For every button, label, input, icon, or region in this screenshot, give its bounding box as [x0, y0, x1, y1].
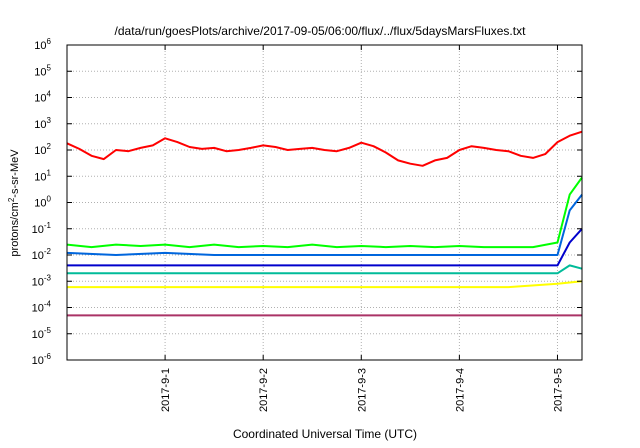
y-tick-label: 10-6	[32, 352, 52, 367]
x-tick-label: 2017-9-1	[160, 368, 172, 412]
y-tick-label: 106	[34, 37, 51, 52]
y-tick-label: 10-2	[32, 247, 52, 262]
series-layer	[66, 130, 583, 317]
y-tick-label: 104	[34, 90, 51, 105]
y-tick-label: 101	[34, 168, 51, 183]
x-ticks: 2017-9-1 2017-9-2 2017-9-3 2017-9-4 2017-9-5	[160, 45, 564, 412]
series-line	[67, 264, 583, 275]
x-tick-label: 2017-9-5	[552, 368, 564, 412]
y-axis-label-rest: -s-sr-MeV	[9, 149, 21, 198]
y-tick-label: 10-1	[32, 221, 52, 236]
y-tick-label: 103	[34, 116, 51, 131]
series-line	[66, 193, 583, 256]
series-line	[67, 228, 583, 267]
y-tick-label: 100	[34, 195, 51, 210]
y-tick-label: 105	[34, 63, 51, 78]
x-tick-label: 2017-9-3	[356, 368, 368, 412]
y-tick-label: 10-5	[32, 326, 52, 341]
y-axis-label-base: protons/cm	[9, 202, 21, 256]
y-axis-label-sup: 2	[7, 197, 16, 202]
x-axis-label: Coordinated Universal Time (UTC)	[233, 427, 417, 441]
series-line	[66, 176, 583, 249]
y-tick-label: 10-3	[32, 273, 52, 288]
grid	[67, 45, 582, 360]
y-tick-label: 10-4	[32, 300, 52, 315]
y-ticks: 10-6 10-5 10-4 10-3 10-2 10-1 100 101 102 103 104 1…	[32, 37, 582, 367]
y-tick-label: 102	[34, 142, 51, 157]
plot-frame	[66, 44, 583, 361]
x-tick-label: 2017-9-2	[258, 368, 270, 412]
x-tick-label: 2017-9-4	[454, 368, 466, 412]
series-line	[66, 130, 583, 167]
y-axis-label: protons/cm2-s-sr-MeV	[7, 149, 21, 257]
series-line	[67, 280, 583, 289]
chart-title: /data/run/goesPlots/archive/2017-09-05/0…	[115, 24, 527, 38]
